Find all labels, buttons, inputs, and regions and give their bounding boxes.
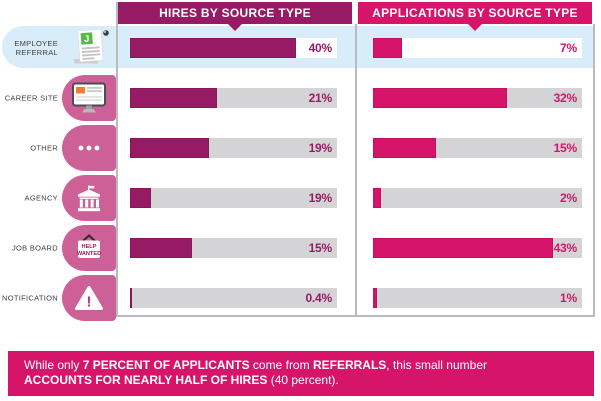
- hires-bar-track: 40%: [130, 38, 337, 58]
- applications-bar-track: 7%: [373, 38, 582, 58]
- applications-value-label: 1%: [560, 291, 577, 305]
- career-site-monitor-icon: [72, 82, 106, 113]
- category-icon-capsule: [62, 175, 116, 221]
- hires-bar: [130, 188, 151, 208]
- chart-middle-divider: [355, 24, 357, 316]
- hires-value-label: 19%: [308, 191, 333, 205]
- applications-value-label: 43%: [553, 241, 578, 255]
- applications-value-label: 32%: [553, 91, 578, 105]
- category-label-job-board: JOB BOARD: [11, 243, 58, 253]
- summary-line-1: While only 7 PERCENT OF APPLICANTS come …: [24, 358, 487, 372]
- hires-bar: [130, 38, 296, 58]
- applications-bar: [373, 188, 382, 208]
- hires-value-label: 40%: [308, 41, 333, 55]
- applications-bar: [373, 138, 436, 158]
- svg-text:HELP: HELP: [82, 244, 97, 250]
- applications-column-title: APPLICATIONS BY SOURCE TYPE: [372, 6, 578, 20]
- summary-line-2: ACCOUNTS FOR NEARLY HALF OF HIRES (40 pe…: [24, 373, 339, 387]
- hires-bar-track: 21%: [130, 88, 337, 108]
- row-agency: AGENCY 19% 2%: [0, 175, 601, 221]
- applications-bar: [373, 288, 378, 308]
- applications-value-label: 7%: [560, 41, 577, 55]
- ellipsis-icon: [78, 145, 100, 151]
- hires-bar: [130, 88, 217, 108]
- applications-bar-track: 1%: [373, 288, 582, 308]
- svg-text:WANTED: WANTED: [77, 251, 101, 257]
- category-label-other: OTHER: [30, 143, 58, 153]
- hires-bar-track: 19%: [130, 188, 337, 208]
- applications-value-label: 2%: [560, 191, 577, 205]
- row-notification: NOTIFICATION ! 0.4% 1%: [0, 275, 601, 321]
- agency-building-icon: [78, 185, 100, 211]
- hires-value-label: 21%: [308, 91, 333, 105]
- row-career-site: CAREER SITE 21% 32%: [0, 75, 601, 121]
- applications-column-header: APPLICATIONS BY SOURCE TYPE: [358, 2, 592, 31]
- category-label-employee-referral: EMPLOYEE REFERRAL: [14, 39, 58, 57]
- chart-bottom-border: [116, 315, 595, 317]
- applications-bar-track: 32%: [373, 88, 582, 108]
- hires-value-label: 19%: [308, 141, 333, 155]
- chart-right-border: [593, 24, 595, 316]
- applications-bar-track: 43%: [373, 238, 582, 258]
- applications-bar-track: 2%: [373, 188, 582, 208]
- applications-bar: [373, 38, 403, 58]
- hires-bar: [130, 238, 193, 258]
- hires-value-label: 0.4%: [305, 291, 332, 305]
- category-icon-capsule: HELP WANTED: [62, 225, 116, 271]
- svg-text:!: !: [87, 294, 92, 311]
- category-icon-capsule: !: [62, 275, 116, 321]
- svg-text:J: J: [84, 34, 90, 45]
- category-icon-capsule: [62, 75, 116, 121]
- applications-bar: [373, 88, 507, 108]
- chart-left-divider: [116, 2, 118, 316]
- summary-banner: While only 7 PERCENT OF APPLICANTS come …: [8, 351, 594, 396]
- hires-bar-track: 15%: [130, 238, 337, 258]
- applications-bar-track: 15%: [373, 138, 582, 158]
- hires-bar-track: 0.4%: [130, 288, 337, 308]
- hires-value-label: 15%: [308, 241, 333, 255]
- help-wanted-sign-icon: HELP WANTED: [77, 234, 101, 258]
- row-employee-referral: EMPLOYEE REFERRAL J 40% 7%: [0, 28, 601, 64]
- employee-referral-document-icon: J: [74, 28, 109, 64]
- hires-bar-track: 19%: [130, 138, 337, 158]
- applications-value-label: 15%: [553, 141, 578, 155]
- row-job-board: JOB BOARD HELP WANTED 15% 43%: [0, 225, 601, 271]
- category-label-career-site: CAREER SITE: [4, 93, 58, 103]
- warning-triangle-icon: !: [75, 286, 103, 311]
- hires-bar: [130, 288, 133, 308]
- hires-bar: [130, 138, 209, 158]
- hires-column-header: HIRES BY SOURCE TYPE: [118, 2, 352, 31]
- applications-bar: [373, 238, 553, 258]
- hires-column-title: HIRES BY SOURCE TYPE: [159, 6, 311, 20]
- row-other: OTHER 19% 15%: [0, 125, 601, 171]
- category-label-notification: NOTIFICATION: [2, 293, 58, 303]
- category-icon-capsule: [62, 125, 116, 171]
- category-label-agency: AGENCY: [24, 193, 58, 203]
